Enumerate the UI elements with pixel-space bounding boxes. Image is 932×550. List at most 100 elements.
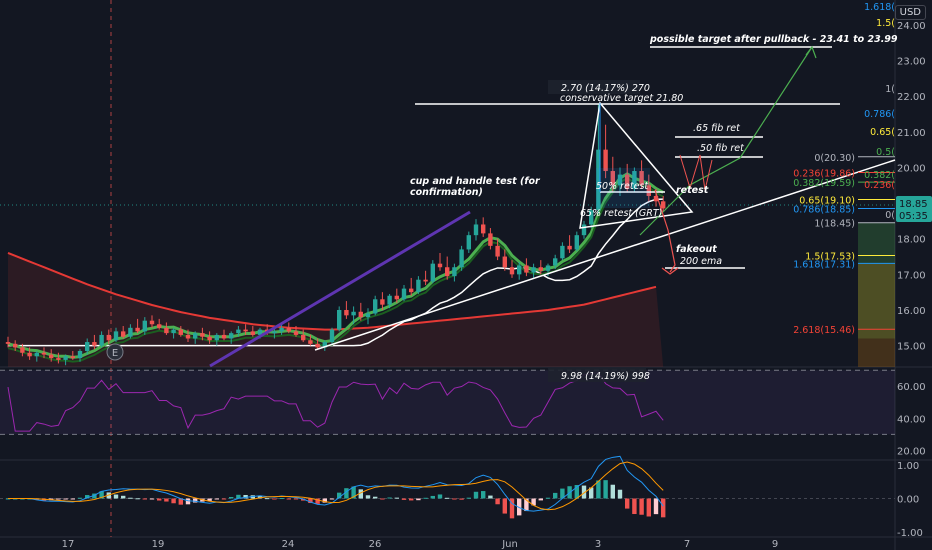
candle-body[interactable] [70, 356, 75, 359]
candle-body[interactable] [322, 342, 327, 348]
candle-body[interactable] [373, 299, 378, 314]
candle-body[interactable] [13, 343, 18, 348]
macd-histogram-bar[interactable] [63, 498, 68, 500]
macd-histogram-bar[interactable] [164, 498, 169, 502]
macd-histogram-bar[interactable] [171, 498, 176, 504]
candle-body[interactable] [106, 334, 111, 341]
candle-body[interactable] [207, 336, 212, 341]
macd-histogram-bar[interactable] [430, 495, 435, 499]
candle-body[interactable] [437, 263, 443, 268]
purple-cup-trendline[interactable] [209, 210, 471, 368]
macd-histogram-bar[interactable] [517, 498, 522, 516]
macd-histogram-bar[interactable] [85, 495, 90, 499]
macd-histogram-bar[interactable] [401, 498, 407, 500]
macd-histogram-bar[interactable] [113, 494, 119, 499]
candle-body[interactable] [286, 327, 291, 332]
candle-body[interactable] [553, 258, 558, 266]
macd-histogram-bar[interactable] [394, 497, 399, 499]
green-projection-path[interactable] [639, 46, 813, 236]
drawings[interactable] [106, 45, 896, 368]
macd-histogram-bar[interactable] [358, 489, 363, 499]
macd-histogram-bar[interactable] [149, 498, 155, 500]
macd-histogram-bar[interactable] [646, 498, 651, 517]
macd-histogram-bar[interactable] [524, 498, 529, 512]
candle-body[interactable] [164, 327, 169, 334]
candle-body[interactable] [185, 334, 191, 339]
candle-body[interactable] [149, 320, 155, 325]
last-price-pill[interactable] [896, 196, 932, 222]
macd-histogram-bar[interactable] [387, 497, 392, 499]
macd-histogram-bar[interactable] [257, 496, 263, 499]
macd-histogram-bar[interactable] [560, 488, 565, 499]
macd-histogram-bar[interactable] [625, 498, 630, 509]
candle-body[interactable] [63, 356, 68, 360]
macd-histogram-bar[interactable] [459, 498, 464, 500]
macd-histogram-bar[interactable] [243, 495, 248, 499]
macd-histogram-bar[interactable] [445, 497, 450, 499]
candle-body[interactable] [214, 334, 219, 341]
candle-body[interactable] [646, 185, 651, 196]
macd-line[interactable] [8, 455, 664, 512]
candle-body[interactable] [380, 299, 385, 305]
candle-body[interactable] [308, 340, 313, 344]
macd-histogram-bar[interactable] [596, 480, 601, 499]
macd-histogram-bar[interactable] [509, 498, 515, 519]
macd-histogram-bar[interactable] [409, 498, 414, 501]
candle-body[interactable] [200, 333, 205, 337]
macd-histogram-bar[interactable] [423, 497, 428, 499]
macd-histogram-bar[interactable] [545, 497, 551, 499]
candle-body[interactable] [625, 174, 630, 189]
macd-histogram-bar[interactable] [495, 498, 500, 505]
candle-body[interactable] [653, 195, 659, 202]
candle-body[interactable] [49, 354, 54, 359]
macd-histogram-bar[interactable] [661, 498, 666, 518]
macd-histogram-bar[interactable] [365, 495, 371, 499]
candle-body[interactable] [661, 201, 666, 209]
candle-body[interactable] [639, 171, 644, 186]
macd-histogram-bar[interactable] [639, 498, 644, 515]
macd-histogram-bar[interactable] [502, 498, 507, 514]
macd-histogram-bar[interactable] [322, 498, 327, 503]
candle-body[interactable] [509, 267, 515, 275]
candle-body[interactable] [193, 333, 198, 339]
candle-body[interactable] [401, 288, 407, 300]
macd-histogram-bar[interactable] [488, 495, 493, 499]
macd-histogram-bar[interactable] [265, 498, 270, 500]
macd-histogram-bar[interactable] [538, 498, 543, 501]
candle-body[interactable] [135, 327, 140, 332]
candle-body[interactable] [250, 331, 255, 335]
macd-histogram-bar[interactable] [272, 498, 277, 500]
candle-body[interactable] [221, 334, 227, 339]
candle-body[interactable] [452, 267, 457, 277]
candle-body[interactable] [603, 149, 608, 172]
macd-histogram-bar[interactable] [121, 495, 126, 499]
macd-histogram-bar[interactable] [70, 498, 75, 500]
candle-body[interactable] [113, 331, 119, 341]
candle-body[interactable] [301, 334, 306, 341]
candle-body[interactable] [178, 329, 183, 335]
candle-body[interactable] [423, 279, 428, 282]
candle-body[interactable] [394, 295, 399, 300]
candle-body[interactable] [351, 311, 356, 316]
candle-body[interactable] [157, 324, 162, 328]
macd-histogram-bar[interactable] [157, 498, 162, 501]
rsi-line[interactable] [7, 371, 664, 432]
macd-histogram-bar[interactable] [279, 498, 284, 500]
macd-histogram-bar[interactable] [466, 497, 471, 499]
candle-body[interactable] [531, 267, 536, 273]
macd-histogram-bar[interactable] [178, 498, 183, 505]
macd-histogram-bar[interactable] [632, 498, 637, 515]
candle-body[interactable] [142, 320, 147, 332]
candles[interactable] [5, 103, 666, 366]
candle-body[interactable] [229, 333, 234, 339]
macd-histogram-bar[interactable] [481, 491, 486, 499]
red-fakeout-path[interactable] [654, 189, 676, 273]
candle-body[interactable] [538, 267, 543, 271]
macd-histogram-bar[interactable] [128, 497, 133, 499]
candle-body[interactable] [365, 313, 371, 318]
macd-histogram-bar[interactable] [229, 496, 234, 499]
candle-body[interactable] [344, 309, 349, 316]
candle-body[interactable] [128, 327, 133, 337]
candle-body[interactable] [574, 235, 579, 250]
macd-histogram-bar[interactable] [344, 488, 349, 499]
